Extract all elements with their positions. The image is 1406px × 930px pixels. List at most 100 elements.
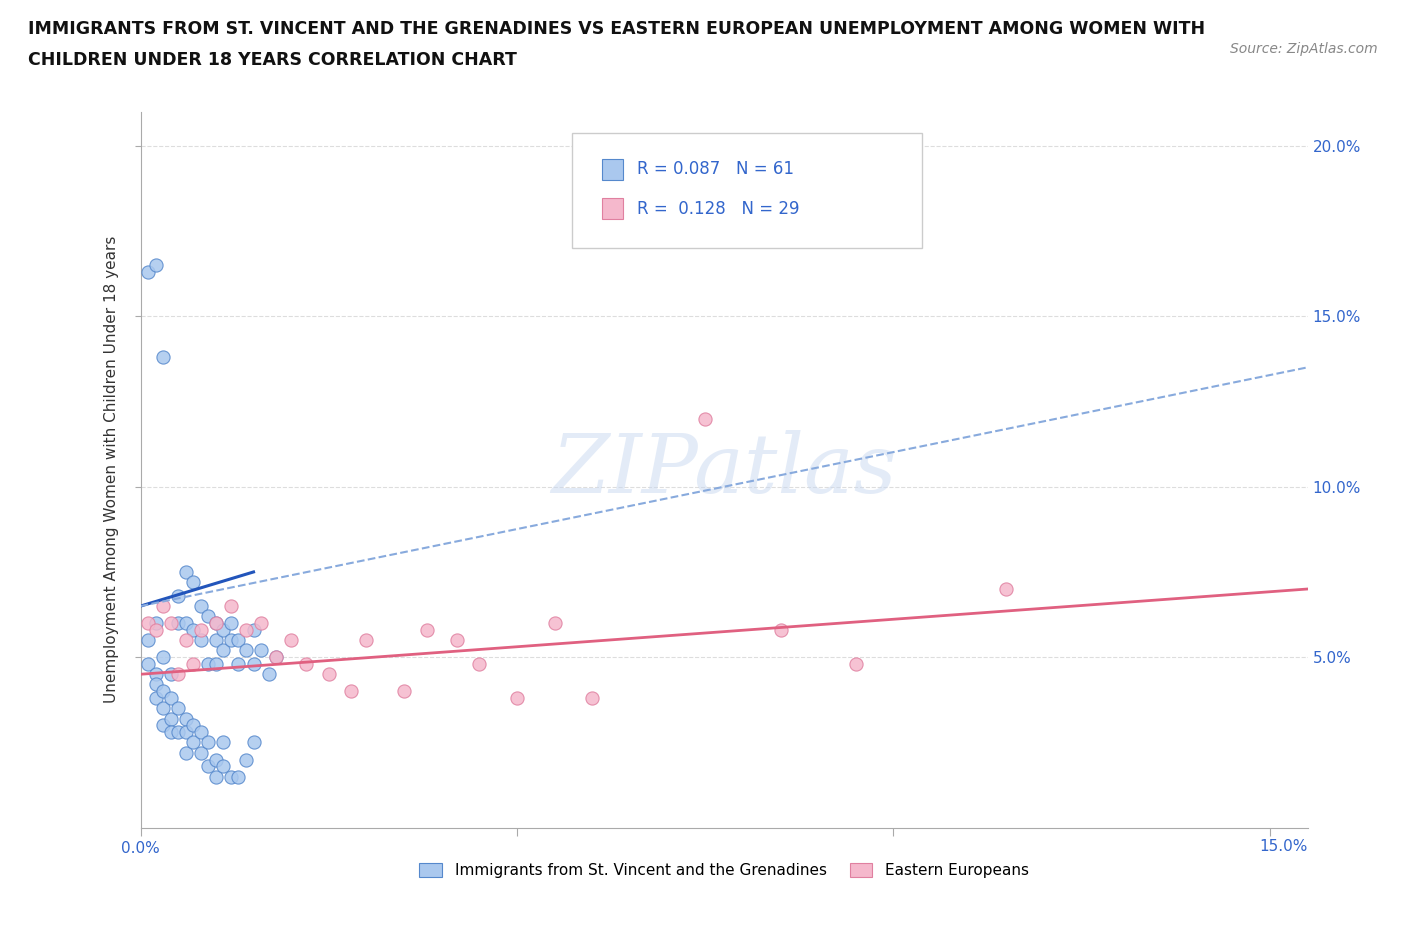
Point xyxy=(235,622,257,637)
Point xyxy=(205,616,228,631)
Point xyxy=(181,622,204,637)
Point xyxy=(228,769,250,784)
Point xyxy=(174,745,197,760)
Point xyxy=(242,622,264,637)
Point xyxy=(318,667,340,682)
Point xyxy=(145,667,167,682)
Point xyxy=(174,711,197,726)
Point xyxy=(136,632,159,647)
Point xyxy=(174,565,197,579)
Point xyxy=(190,632,212,647)
Point xyxy=(415,622,437,637)
Y-axis label: Unemployment Among Women with Children Under 18 years: Unemployment Among Women with Children U… xyxy=(104,236,120,703)
Point xyxy=(181,718,204,733)
Point xyxy=(159,724,181,739)
Point xyxy=(167,724,190,739)
Point xyxy=(197,759,219,774)
Text: IMMIGRANTS FROM ST. VINCENT AND THE GRENADINES VS EASTERN EUROPEAN UNEMPLOYMENT : IMMIGRANTS FROM ST. VINCENT AND THE GREN… xyxy=(28,20,1205,38)
Point xyxy=(212,643,235,658)
Point xyxy=(190,745,212,760)
Point xyxy=(242,735,264,750)
Text: R =  0.128   N = 29: R = 0.128 N = 29 xyxy=(637,200,799,218)
Point xyxy=(159,616,181,631)
Point xyxy=(280,632,302,647)
Point xyxy=(219,769,242,784)
Point xyxy=(250,643,273,658)
Point xyxy=(219,616,242,631)
Point xyxy=(264,650,287,665)
Point xyxy=(446,632,468,647)
Text: 15.0%: 15.0% xyxy=(1260,839,1308,854)
Point xyxy=(197,657,219,671)
Point xyxy=(152,599,174,614)
Point xyxy=(228,632,250,647)
Point xyxy=(695,411,717,426)
Point xyxy=(392,684,415,698)
Text: ZIPatlas: ZIPatlas xyxy=(551,430,897,510)
Point xyxy=(190,622,212,637)
Point xyxy=(152,350,174,365)
Point xyxy=(136,657,159,671)
Point xyxy=(152,650,174,665)
Point xyxy=(167,667,190,682)
Point xyxy=(136,264,159,279)
Point xyxy=(506,691,529,706)
Point xyxy=(205,769,228,784)
Text: CHILDREN UNDER 18 YEARS CORRELATION CHART: CHILDREN UNDER 18 YEARS CORRELATION CHAR… xyxy=(28,51,517,69)
FancyBboxPatch shape xyxy=(602,198,623,219)
Point xyxy=(145,622,167,637)
Point xyxy=(174,724,197,739)
Point xyxy=(356,632,378,647)
Point xyxy=(181,575,204,590)
Point xyxy=(544,616,567,631)
Text: R = 0.087   N = 61: R = 0.087 N = 61 xyxy=(637,160,793,179)
Point xyxy=(152,701,174,716)
Point xyxy=(845,657,868,671)
Point xyxy=(581,691,603,706)
Point xyxy=(145,691,167,706)
FancyBboxPatch shape xyxy=(602,159,623,179)
Text: Source: ZipAtlas.com: Source: ZipAtlas.com xyxy=(1230,42,1378,56)
Point xyxy=(235,752,257,767)
Point xyxy=(152,718,174,733)
Point xyxy=(145,258,167,272)
Point xyxy=(145,677,167,692)
Point xyxy=(242,657,264,671)
Point xyxy=(212,735,235,750)
Point xyxy=(152,684,174,698)
Point xyxy=(295,657,318,671)
Point xyxy=(167,701,190,716)
Point xyxy=(219,599,242,614)
Point xyxy=(250,616,273,631)
Point xyxy=(197,609,219,624)
Point xyxy=(995,581,1018,596)
Point xyxy=(159,667,181,682)
Point xyxy=(174,632,197,647)
Point xyxy=(197,735,219,750)
Point xyxy=(167,589,190,604)
FancyBboxPatch shape xyxy=(572,133,922,247)
Point xyxy=(181,657,204,671)
Point xyxy=(174,616,197,631)
Point xyxy=(190,724,212,739)
Point xyxy=(219,632,242,647)
Point xyxy=(205,632,228,647)
Legend: Immigrants from St. Vincent and the Grenadines, Eastern Europeans: Immigrants from St. Vincent and the Gren… xyxy=(413,857,1035,884)
Point xyxy=(205,616,228,631)
Point xyxy=(167,616,190,631)
Point xyxy=(212,759,235,774)
Point xyxy=(145,616,167,631)
Point xyxy=(468,657,491,671)
Point xyxy=(228,657,250,671)
Point xyxy=(264,650,287,665)
Point xyxy=(235,643,257,658)
Point xyxy=(205,657,228,671)
Point xyxy=(136,616,159,631)
Point xyxy=(159,711,181,726)
Point xyxy=(257,667,280,682)
Point xyxy=(340,684,363,698)
Point xyxy=(159,691,181,706)
Point xyxy=(769,622,792,637)
Point xyxy=(205,752,228,767)
Point xyxy=(181,735,204,750)
